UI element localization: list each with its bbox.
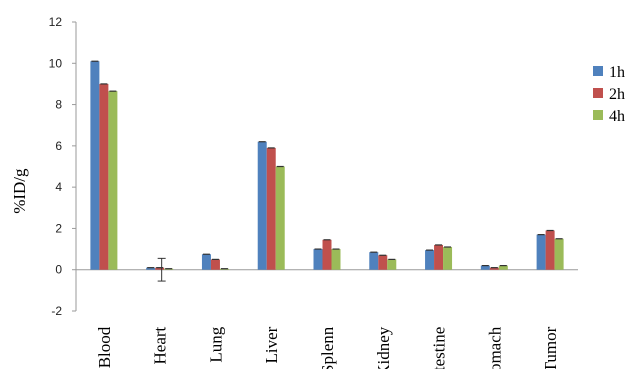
bar-2h-liver xyxy=(266,147,276,270)
y-tick-label: 4 xyxy=(55,180,62,194)
legend-swatch-2h xyxy=(593,88,603,98)
category-label: Tumor xyxy=(541,326,560,369)
legend-swatch-1h xyxy=(593,66,603,76)
y-tick-label: 8 xyxy=(55,98,62,112)
bar-4h-kidney xyxy=(387,259,397,270)
category-label: Kidney xyxy=(374,326,393,369)
legend-swatch-4h xyxy=(593,110,603,120)
bar-4h-stomach xyxy=(498,265,508,270)
bar-1h-blood xyxy=(90,61,100,270)
bar-2h-blood xyxy=(99,83,109,270)
bar-1h-stomach xyxy=(480,265,490,270)
bar-2h-heart xyxy=(155,267,165,270)
bar-1h-splenn xyxy=(313,249,323,270)
bar-2h-lung xyxy=(210,259,220,270)
bar-1h-kidney xyxy=(369,252,379,270)
legend-label-2h: 2h xyxy=(609,86,625,103)
bar-2h-stomach xyxy=(489,267,499,270)
bar-1h-tumor xyxy=(536,234,546,270)
bar-4h-tumor xyxy=(554,238,564,270)
category-label: Lung xyxy=(206,326,225,362)
bar-2h-tumor xyxy=(545,230,555,270)
bar-4h-blood xyxy=(108,91,118,270)
category-label: Stomach xyxy=(485,326,504,369)
bar-1h-lung xyxy=(201,254,211,270)
bar-4h-intestine xyxy=(443,247,453,270)
y-tick-label: 2 xyxy=(55,221,62,235)
category-label: Liver xyxy=(262,326,281,363)
y-tick-label: 0 xyxy=(55,263,62,277)
bar-1h-liver xyxy=(257,141,267,270)
bar-4h-splenn xyxy=(331,249,341,270)
legend-label-1h: 1h xyxy=(609,64,625,81)
bar-2h-splenn xyxy=(322,239,332,270)
category-label: Intestine xyxy=(430,327,449,369)
y-tick-label: -2 xyxy=(51,304,62,318)
bar-2h-intestine xyxy=(434,244,444,270)
bar-4h-liver xyxy=(275,166,285,270)
category-label: Blood xyxy=(95,326,114,368)
y-tick-label: 6 xyxy=(55,139,62,153)
y-axis-title: %ID/g xyxy=(10,168,29,214)
bar-1h-intestine xyxy=(425,250,435,270)
y-tick-label: 10 xyxy=(49,56,63,70)
y-tick-label: 12 xyxy=(49,15,63,29)
bar-1h-heart xyxy=(146,267,156,270)
bar-2h-kidney xyxy=(378,255,388,270)
category-label: Splenn xyxy=(318,326,337,369)
legend-label-4h: 4h xyxy=(609,108,625,125)
category-label: Heart xyxy=(151,326,170,364)
